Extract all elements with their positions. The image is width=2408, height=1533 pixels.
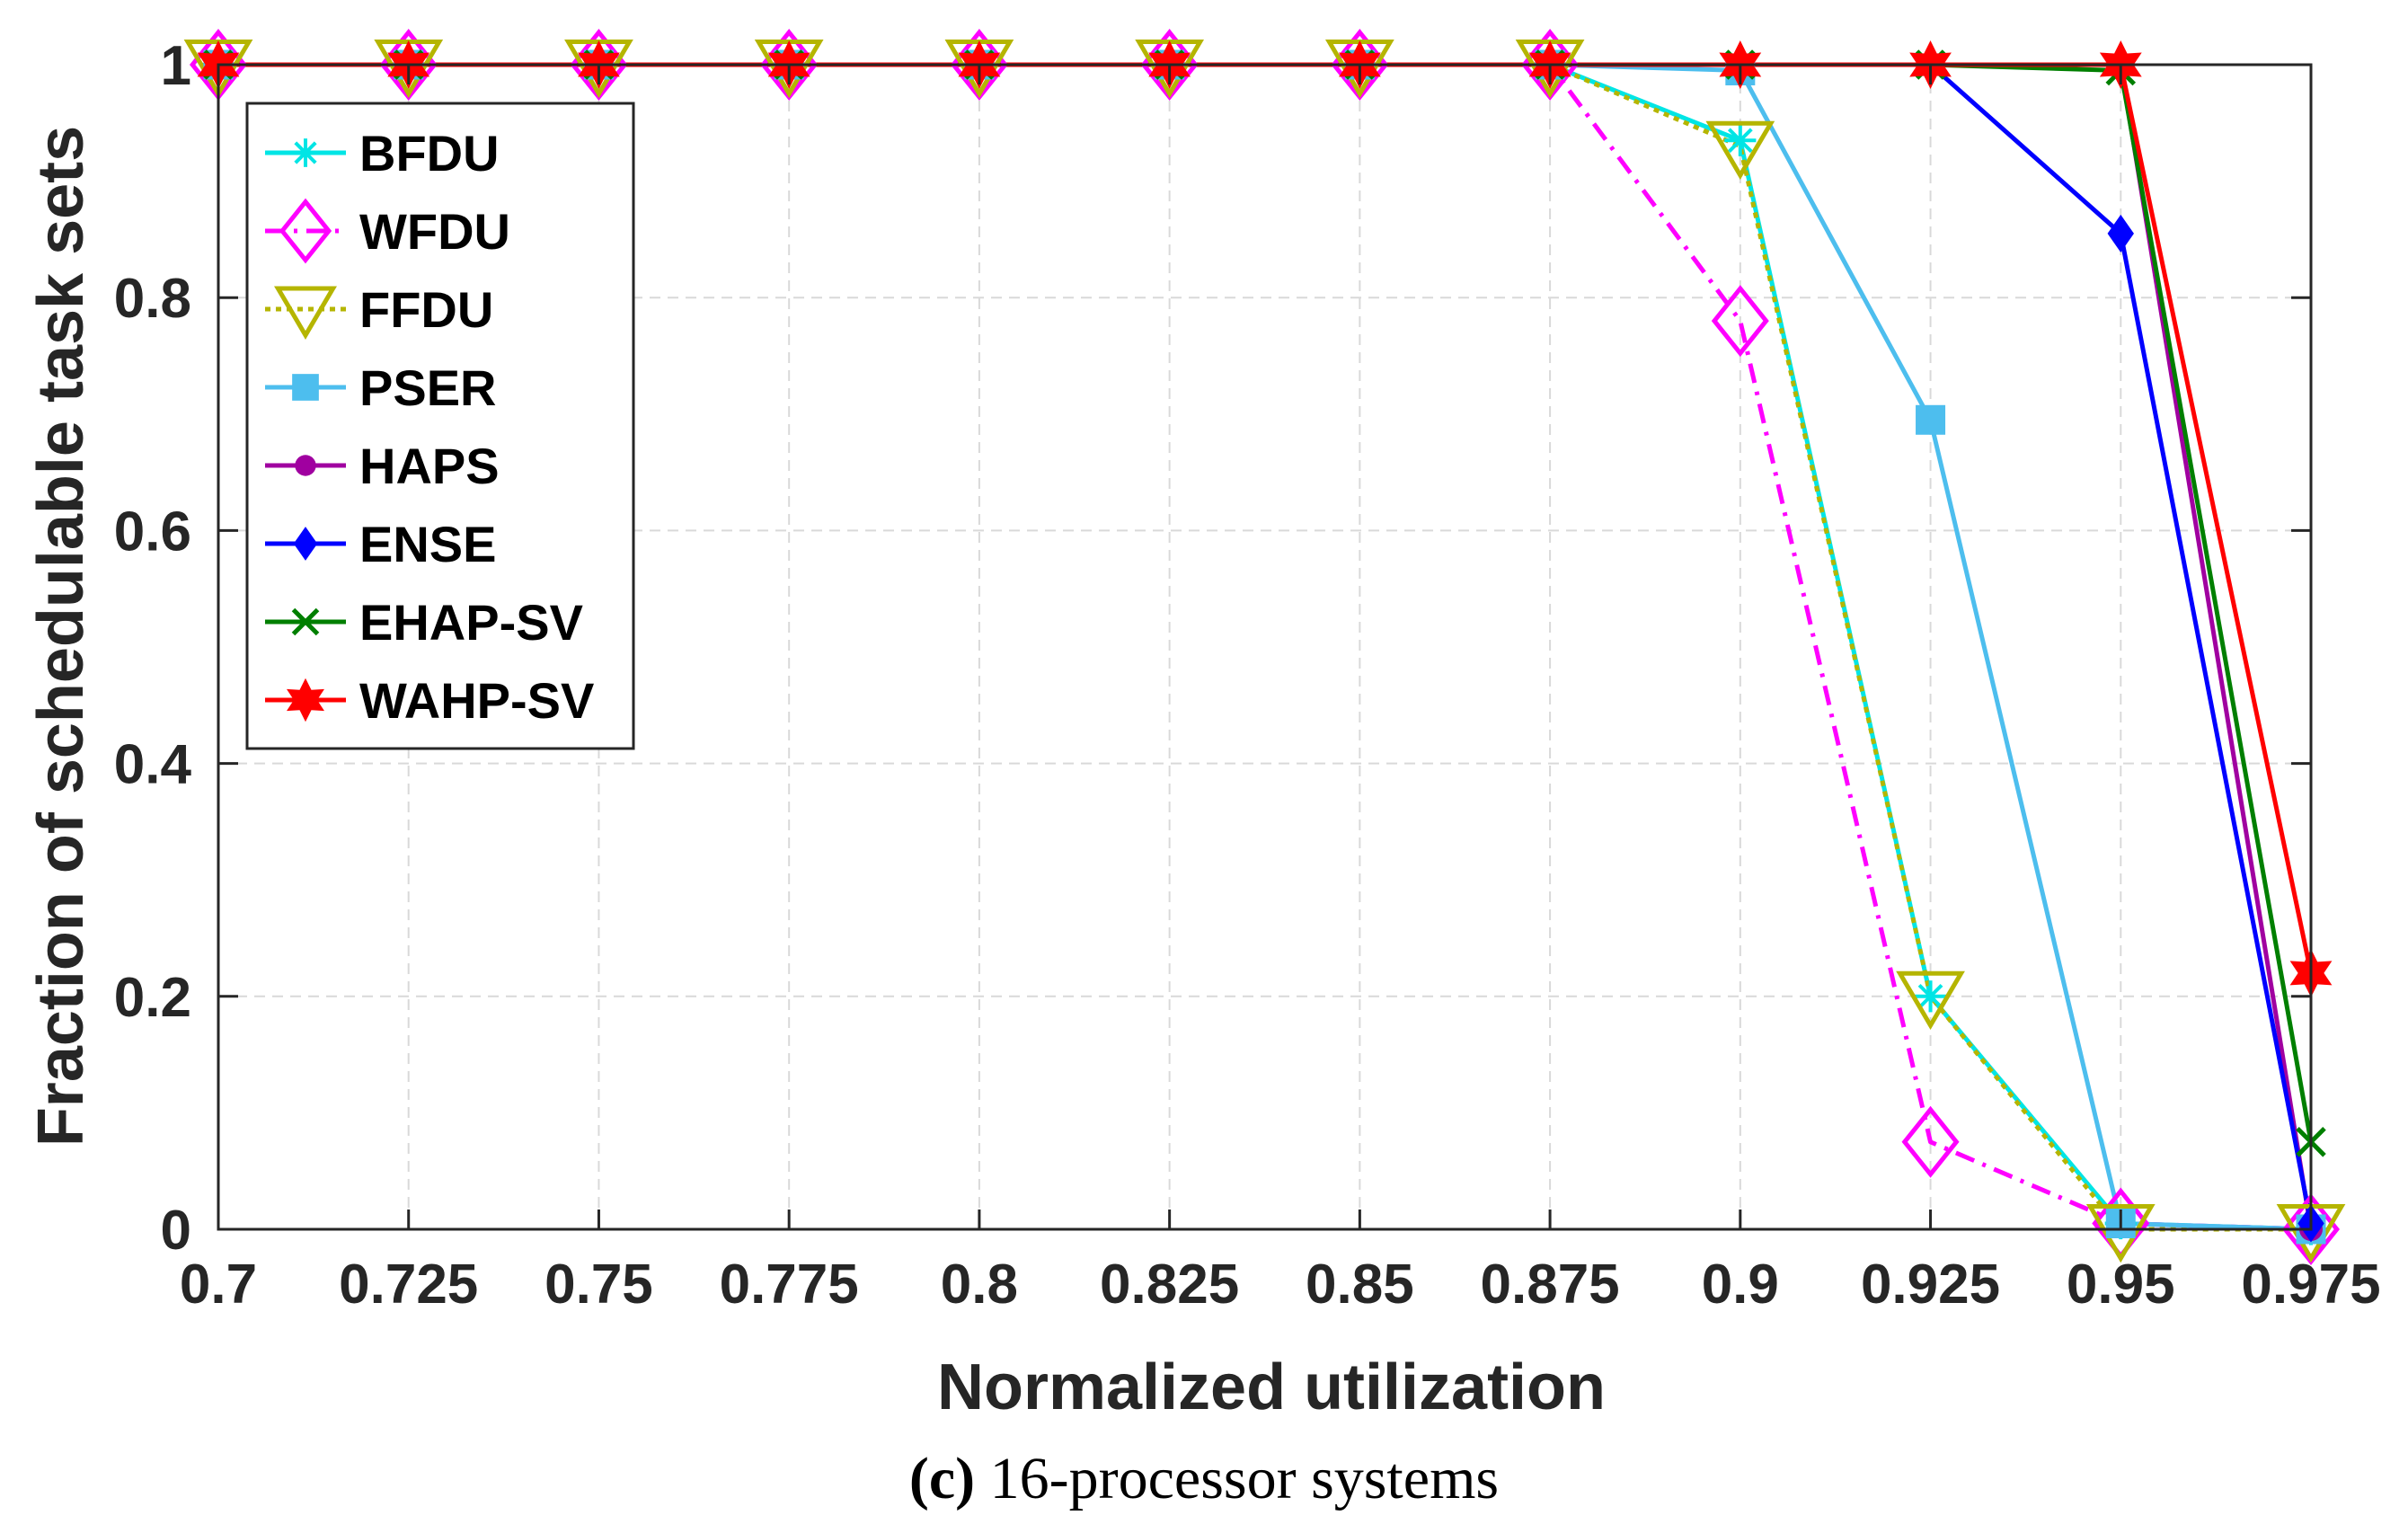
legend-item-bfdu: BFDU xyxy=(265,125,500,182)
data-point-ffdu xyxy=(2085,1204,2156,1263)
data-point-wfdu xyxy=(1711,285,1769,358)
x-tick-label: 0.725 xyxy=(339,1254,478,1316)
y-tick-label: 0.6 xyxy=(114,501,191,563)
legend-item-ehap-sv: EHAP-SV xyxy=(265,594,583,651)
legend-item-wahp-sv: WAHP-SV xyxy=(265,672,594,729)
caption-text: 16-processor systems xyxy=(989,1446,1500,1511)
data-point-ffdu xyxy=(1705,120,1775,180)
legend-item-pser: PSER xyxy=(265,359,497,416)
legend-marker xyxy=(292,374,319,401)
plot-frame xyxy=(217,63,2313,1231)
data-point-bfdu xyxy=(1724,124,1757,156)
x-axis-title: Normalized utilization xyxy=(937,1351,1606,1423)
x-tick-label: 0.7 xyxy=(180,1254,257,1316)
data-point-bfdu xyxy=(1914,980,1947,1013)
x-tick-label: 0.925 xyxy=(1861,1254,2000,1316)
x-tick-label: 0.9 xyxy=(1702,1254,1779,1316)
legend-label: WAHP-SV xyxy=(359,672,594,729)
legend-marker xyxy=(287,678,324,722)
data-point-pser xyxy=(1916,404,1946,435)
x-tick-label: 0.8 xyxy=(941,1254,1018,1316)
figure-caption: (c) 16-processor systems xyxy=(0,1445,2408,1513)
legend-marker xyxy=(293,527,318,561)
x-tick-label: 0.875 xyxy=(1481,1254,1620,1316)
legend-marker xyxy=(295,455,316,476)
legend-marker xyxy=(279,198,332,264)
legend-item-ffdu: FFDU xyxy=(265,281,493,341)
x-tick-label: 0.75 xyxy=(544,1254,653,1316)
legend-label: WFDU xyxy=(359,203,510,260)
legend: BFDU WFDU FFDU PSER HAPS ENSE EHAP-SV WAHP-SV xyxy=(245,102,635,750)
y-tick-label: 1 xyxy=(161,35,191,97)
y-tick-label: 0.2 xyxy=(114,967,191,1029)
x-tick-labels: 0.7 0.725 0.75 0.775 0.8 0.825 0.85 0.875 0.9 0.9… xyxy=(180,1254,2381,1316)
x-tick-label: 0.85 xyxy=(1306,1254,1414,1316)
legend-label: FFDU xyxy=(359,281,493,338)
legend-item-haps: HAPS xyxy=(265,438,500,494)
y-tick-labels: 0 0.2 0.4 0.6 0.8 1 xyxy=(114,35,192,1262)
y-axis-title: Fraction of schedulable task sets xyxy=(25,126,97,1147)
axis-ticks xyxy=(217,63,2313,1231)
legend-marker xyxy=(291,607,320,636)
legend-label: BFDU xyxy=(359,125,500,182)
caption-label: (c) xyxy=(908,1446,976,1511)
legend-marker xyxy=(291,138,320,167)
legend-item-ense: ENSE xyxy=(265,516,497,572)
legend-label: HAPS xyxy=(359,438,500,494)
x-tick-label: 0.775 xyxy=(720,1254,859,1316)
y-tick-label: 0 xyxy=(161,1200,191,1262)
legend-label: EHAP-SV xyxy=(359,594,583,651)
y-tick-label: 0.4 xyxy=(114,734,192,796)
legend-label: PSER xyxy=(359,359,497,416)
data-point-ense xyxy=(2107,214,2134,253)
x-tick-label: 0.975 xyxy=(2241,1254,2380,1316)
legend-label: ENSE xyxy=(359,516,497,572)
legend-marker xyxy=(274,286,337,341)
legend-item-wfdu: WFDU xyxy=(265,198,510,264)
x-tick-label: 0.825 xyxy=(1100,1254,1239,1316)
y-tick-label: 0.8 xyxy=(114,268,191,330)
data-point-ffdu xyxy=(1896,970,1965,1031)
x-tick-label: 0.95 xyxy=(2067,1254,2175,1316)
data-point-wfdu xyxy=(1901,1105,1960,1178)
